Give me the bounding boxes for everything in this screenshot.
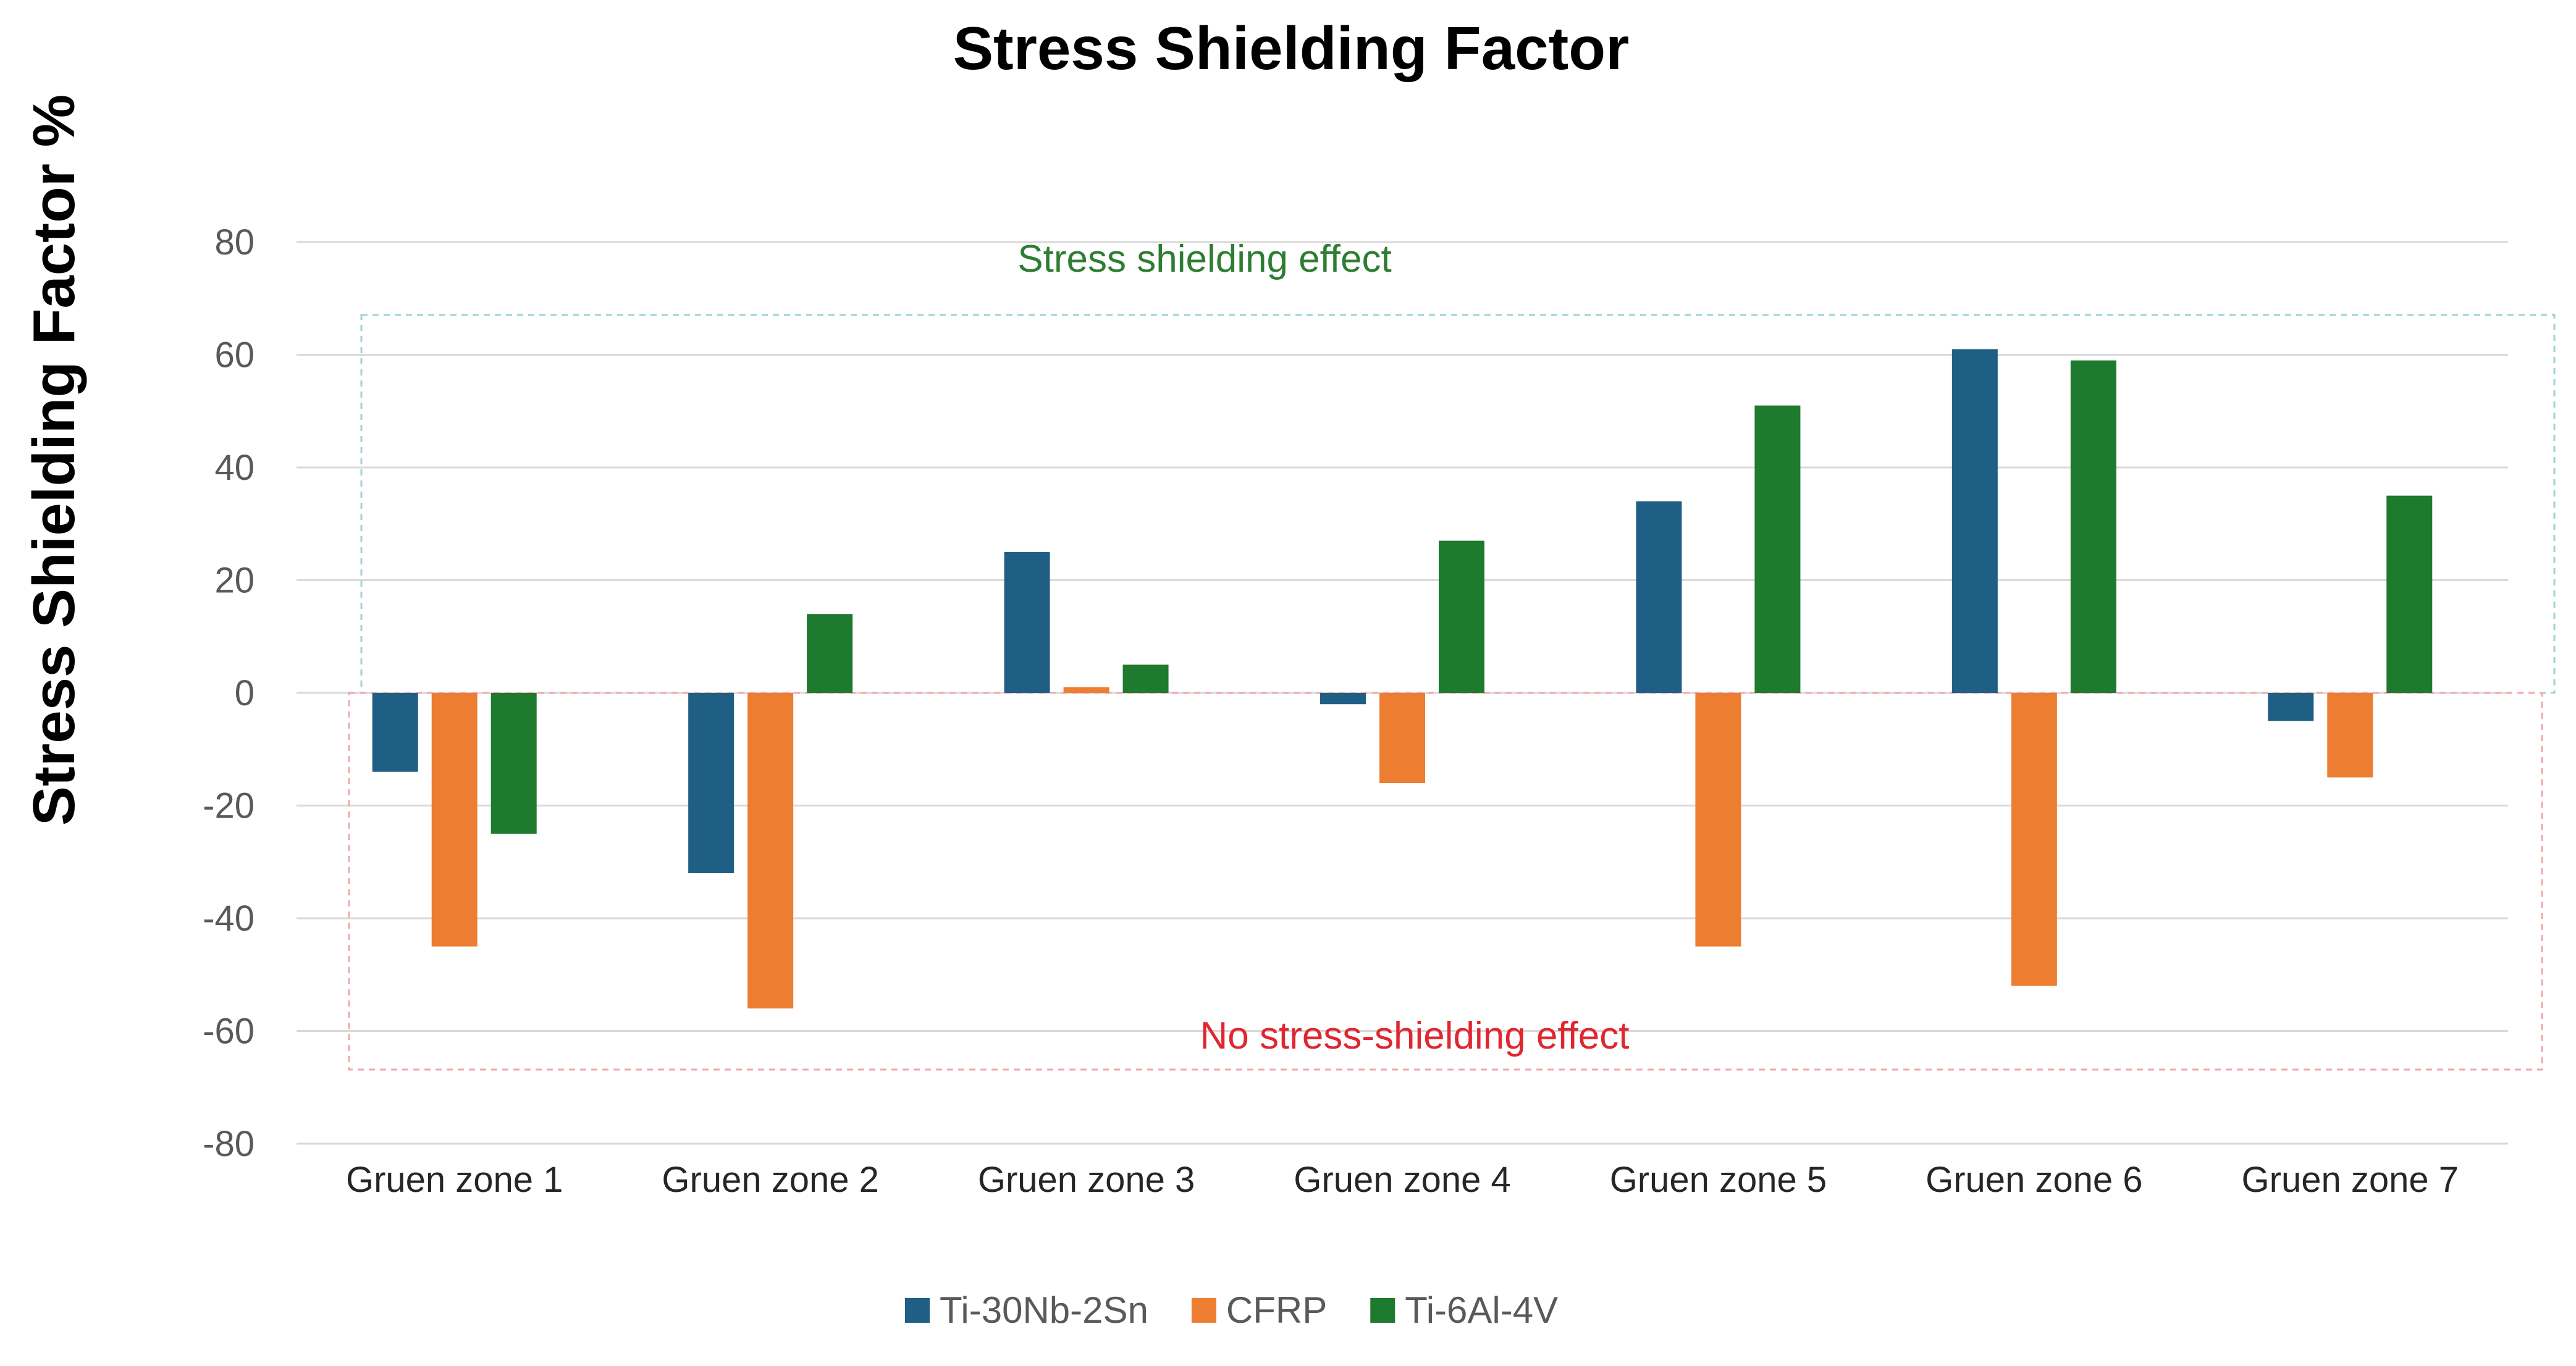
y-tick-label: -40 [203,899,255,939]
chart-title: Stress Shielding Factor [953,14,1630,82]
x-category-label: Gruen zone 7 [2242,1160,2459,1200]
bar-ti-30nb-2sn-zone-1 [372,693,418,772]
bar-cfrp-zone-5 [1695,693,1741,947]
x-category-label: Gruen zone 6 [1926,1160,2142,1200]
bar-ti-6al-4v-zone-5 [1754,405,1801,693]
bar-cfrp-zone-7 [2327,693,2373,777]
bar-ti-6al-4v-zone-3 [1122,664,1169,693]
legend-label: Ti-6Al-4V [1405,1289,1558,1331]
y-tick-label: 60 [214,335,255,375]
legend-label: Ti-30Nb-2Sn [940,1289,1148,1331]
bar-ti-6al-4v-zone-1 [490,693,537,834]
stress-shielding-region-box [360,314,2556,694]
y-tick-label: 0 [235,673,255,713]
annotation-no-stress-shielding: No stress-shielding effect [1200,1015,1630,1057]
bar-cfrp-zone-6 [2011,693,2057,986]
x-category-label: Gruen zone 4 [1294,1160,1510,1200]
bars [372,349,2433,1008]
y-tick-label: 80 [214,222,255,262]
bar-cfrp-zone-1 [431,693,478,947]
bar-ti-6al-4v-zone-7 [2386,495,2433,693]
bar-ti-30nb-2sn-zone-3 [1004,551,1050,693]
y-tick-label: 40 [214,448,255,488]
x-category-label: Gruen zone 5 [1610,1160,1827,1200]
x-axis-categories: Gruen zone 1 Gruen zone 2 Gruen zone 3 Grue… [346,1160,2459,1200]
bar-cfrp-zone-4 [1379,693,1425,783]
y-axis-ticks: 80 60 40 20 0 -20 -40 -60 -80 [203,222,255,1164]
annotation-stress-shielding: Stress shielding effect [1017,238,1391,280]
y-tick-label: -60 [203,1012,255,1052]
legend-swatch-ti-30nb-2sn [905,1298,930,1323]
y-tick-label: -80 [203,1124,255,1164]
annotation-boxes [348,314,2556,1071]
legend-swatch-ti-6al-4v [1370,1298,1395,1323]
no-stress-shielding-region-box [348,692,2543,1071]
bar-cfrp-zone-3 [1063,687,1109,693]
bar-ti-30nb-2sn-zone-5 [1636,501,1682,693]
y-axis-label: Stress Shielding Factor % [21,94,87,826]
y-tick-label: -20 [203,786,255,826]
bar-ti-30nb-2sn-zone-7 [2268,693,2314,721]
bar-ti-6al-4v-zone-6 [2070,360,2116,693]
legend-label: CFRP [1226,1289,1327,1331]
bar-ti-6al-4v-zone-2 [807,614,853,693]
bar-cfrp-zone-2 [747,693,794,1008]
bar-ti-30nb-2sn-zone-6 [1951,349,1998,693]
x-category-label: Gruen zone 1 [346,1160,563,1200]
bar-ti-30nb-2sn-zone-2 [688,693,734,873]
legend: Ti-30Nb-2Sn CFRP Ti-6Al-4V [905,1289,1558,1331]
x-category-label: Gruen zone 2 [662,1160,878,1200]
bar-ti-6al-4v-zone-4 [1439,540,1484,693]
x-category-label: Gruen zone 3 [978,1160,1195,1200]
annotations: Stress shielding effect No stress-shield… [1017,238,1629,1057]
bar-ti-30nb-2sn-zone-4 [1320,693,1366,705]
y-tick-label: 20 [214,561,255,601]
legend-swatch-cfrp [1191,1298,1216,1323]
